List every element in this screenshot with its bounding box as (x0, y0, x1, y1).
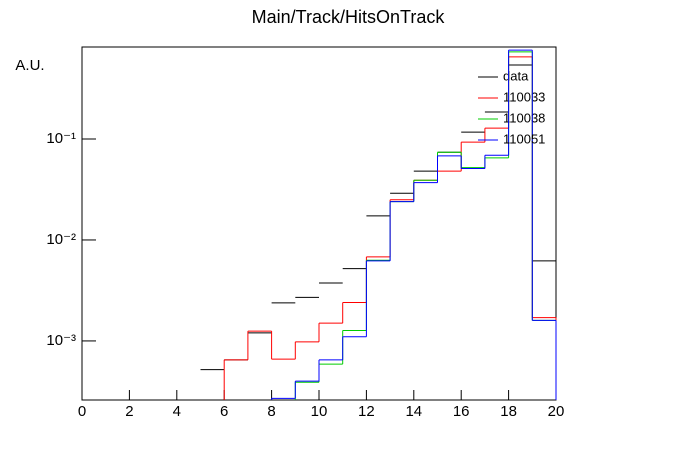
legend-label: 110051 (503, 131, 545, 146)
x-tick-label: 0 (78, 403, 86, 420)
y-tick-label: 10⁻³ (46, 332, 76, 349)
x-tick-label: 2 (125, 403, 133, 420)
x-tick-label: 14 (405, 403, 422, 420)
y-axis-label: A.U. (15, 57, 44, 74)
chart-title: Main/Track/HitsOnTrack (252, 7, 446, 27)
x-tick-label: 8 (267, 403, 275, 420)
legend-label: data (503, 68, 529, 83)
x-tick-label: 16 (453, 403, 470, 420)
x-tick-label: 18 (500, 403, 517, 420)
x-tick-label: 12 (358, 403, 375, 420)
y-tick-label: 10⁻¹ (46, 130, 76, 147)
legend-label: 110038 (503, 110, 545, 125)
x-tick-label: 4 (173, 403, 181, 420)
x-tick-label: 20 (548, 403, 565, 420)
y-tick-label: 10⁻² (46, 231, 76, 248)
x-tick-label: 6 (220, 403, 228, 420)
x-tick-label: 10 (311, 403, 328, 420)
plot-frame (81, 46, 557, 401)
legend-label: 110033 (503, 89, 545, 104)
